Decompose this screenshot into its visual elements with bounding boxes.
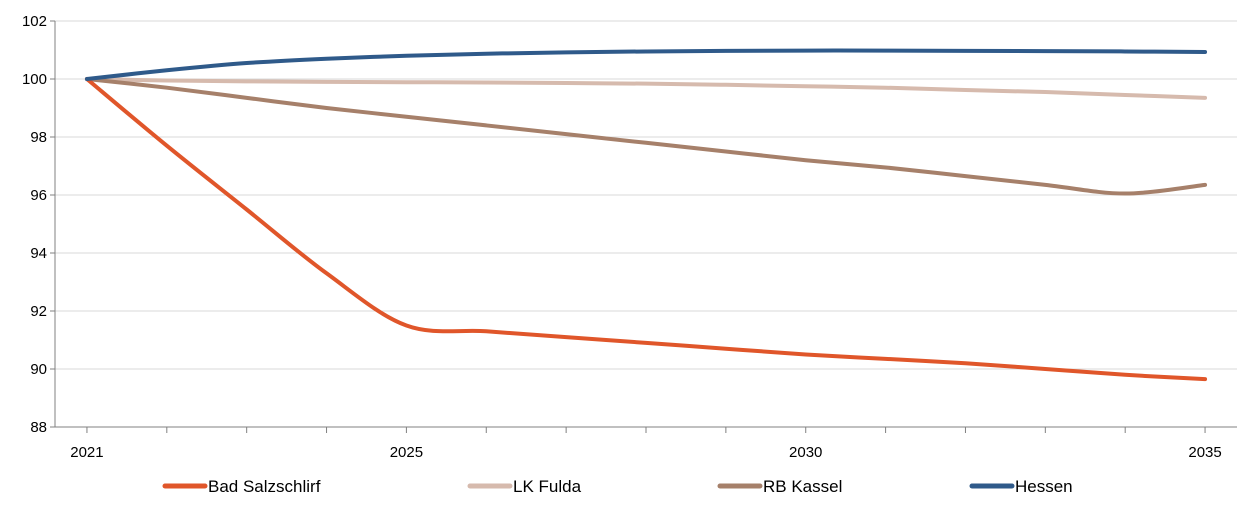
x-tick-label: 2025 — [390, 444, 423, 461]
series-line-lk-fulda — [84, 77, 1208, 100]
y-tick-label: 102 — [22, 13, 47, 30]
series-line-rb-kassel — [84, 77, 1208, 196]
series-layer — [84, 48, 1208, 382]
y-tick-label: 94 — [30, 245, 47, 262]
y-tick-label: 100 — [22, 71, 47, 88]
x-tick-label: 2035 — [1188, 444, 1221, 461]
legend-label: Bad Salzschlirf — [208, 477, 321, 496]
x-tick-label: 2030 — [789, 444, 822, 461]
legend-item-bad-salzschlirf: Bad Salzschlirf — [162, 477, 321, 496]
legend-item-hessen: Hessen — [969, 477, 1073, 496]
y-tick-label: 90 — [30, 361, 47, 378]
legend-label: RB Kassel — [763, 477, 842, 496]
y-tick-label: 98 — [30, 129, 47, 146]
legend: Bad Salzschlirf LK Fulda RB Kassel Hessen — [162, 477, 1073, 496]
x-tick-label: 2021 — [70, 444, 103, 461]
y-tick-label: 88 — [30, 419, 47, 436]
legend-label: Hessen — [1015, 477, 1073, 496]
legend-item-lk-fulda: LK Fulda — [467, 477, 582, 496]
series-line-bad-salzschlirf — [84, 77, 1208, 382]
legend-label: LK Fulda — [513, 477, 582, 496]
series-line-hessen — [84, 48, 1208, 81]
y-tick-label: 96 — [30, 187, 47, 204]
legend-item-rb-kassel: RB Kassel — [717, 477, 842, 496]
axis-layer: 88 90 92 94 96 98 100 102 2021 2025 2030 2035 — [22, 13, 1237, 461]
grid-layer — [55, 20, 1237, 370]
y-tick-label: 92 — [30, 303, 47, 320]
